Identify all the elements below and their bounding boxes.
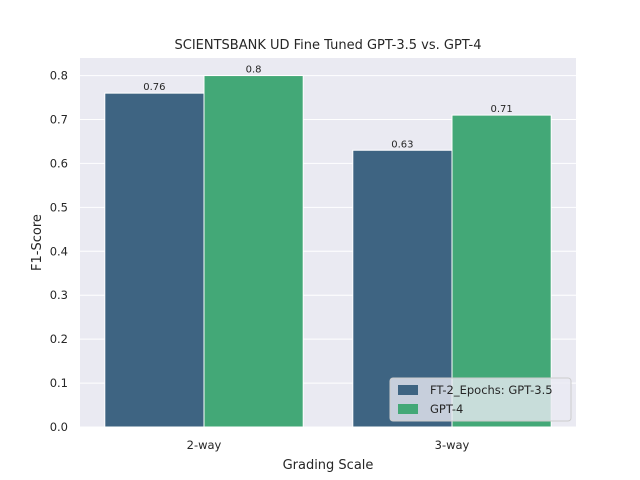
- legend: FT-2_Epochs: GPT-3.5 GPT-4: [389, 377, 572, 422]
- legend-swatch: [398, 404, 418, 414]
- y-tick-label: 0.8: [50, 69, 68, 83]
- legend-swatch: [398, 385, 418, 395]
- y-tick-label: 0.7: [50, 113, 68, 127]
- bars: [104, 75, 552, 428]
- y-tick-label: 0.4: [50, 244, 68, 258]
- y-tick-label: 0.2: [50, 332, 68, 346]
- x-axis-label: Grading Scale: [283, 458, 374, 473]
- x-tick-label: 2-way: [187, 438, 222, 452]
- legend-label: FT-2_Epochs: GPT-3.5: [430, 383, 553, 397]
- bar: [451, 114, 552, 428]
- bar-value-label: 0.8: [246, 65, 262, 76]
- bar-value-label: 0.76: [143, 82, 165, 93]
- bar-value-label: 0.71: [490, 104, 512, 115]
- y-tick-label: 0.1: [50, 376, 68, 390]
- y-tick-label: 0.0: [50, 420, 68, 434]
- legend-box: [389, 377, 572, 422]
- y-tick-label: 0.3: [50, 288, 68, 302]
- x-axis-ticks: 2-way 3-way: [187, 438, 470, 452]
- data-labels: 0.76 0.8 0.63 0.71: [143, 65, 512, 151]
- y-tick-label: 0.6: [50, 156, 68, 170]
- x-tick-label: 3-way: [435, 438, 470, 452]
- y-axis-label: F1-Score: [30, 214, 45, 271]
- y-tick-label: 0.5: [50, 200, 68, 214]
- y-axis-ticks: 0.0 0.1 0.2 0.3 0.4 0.5 0.6 0.7 0.8: [50, 69, 68, 434]
- chart-title: SCIENTSBANK UD Fine Tuned GPT-3.5 vs. GP…: [175, 38, 482, 53]
- legend-label: GPT-4: [430, 402, 463, 416]
- bar: [203, 75, 304, 428]
- bar-value-label: 0.63: [391, 139, 413, 150]
- bar: [104, 92, 205, 428]
